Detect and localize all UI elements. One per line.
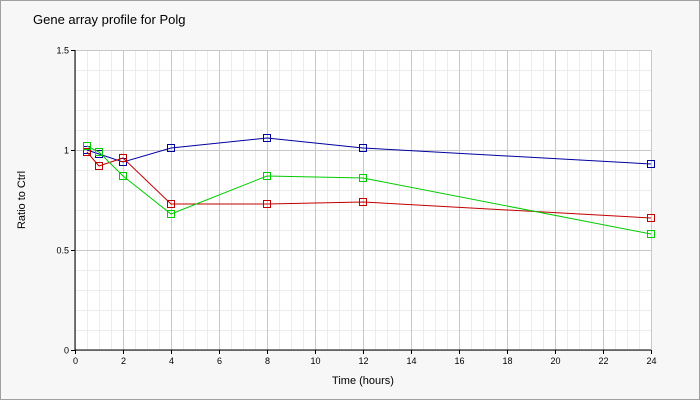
y-tick-label: 1.5	[56, 46, 69, 56]
x-tick-label: 0	[73, 356, 78, 366]
x-tick-label: 8	[265, 356, 270, 366]
series-2	[83, 148, 655, 222]
data-point-marker	[119, 172, 127, 180]
data-point-marker	[263, 134, 271, 142]
x-tick-label: 20	[550, 356, 560, 366]
series-3	[83, 142, 655, 238]
data-point-marker	[263, 200, 271, 208]
data-point-marker	[95, 148, 103, 156]
data-point-marker	[95, 162, 103, 170]
series-line	[86, 145, 652, 235]
data-point-marker	[167, 210, 175, 218]
data-point-marker	[359, 144, 367, 152]
x-tick-label: 10	[310, 356, 320, 366]
data-point-marker	[359, 198, 367, 206]
y-tick-labels: 0 0.5 1 1.5	[56, 46, 75, 356]
x-tick-label: 14	[406, 356, 416, 366]
data-point-marker	[83, 148, 91, 156]
x-tick-label: 22	[598, 356, 608, 366]
data-point-marker	[119, 154, 127, 162]
x-axis-label: Time (hours)	[332, 375, 394, 387]
chart-title: Gene array profile for Polg	[33, 12, 185, 27]
y-tick-label: 0.5	[56, 246, 69, 256]
x-tick-label: 24	[646, 356, 656, 366]
series-layer	[83, 134, 655, 238]
series-line	[86, 137, 652, 165]
data-point-marker	[167, 144, 175, 152]
x-tick-labels: 0 2 4 6 8 10 12 14 16 18 20 22 24	[73, 350, 657, 366]
data-point-marker	[263, 172, 271, 180]
x-tick-label: 2	[121, 356, 126, 366]
data-point-marker	[647, 214, 655, 222]
x-tick-label: 6	[217, 356, 222, 366]
x-tick-label: 16	[454, 356, 464, 366]
data-point-marker	[359, 174, 367, 182]
data-point-marker	[167, 200, 175, 208]
data-point-marker	[647, 230, 655, 238]
y-tick-label: 1	[64, 146, 69, 156]
data-point-marker	[647, 160, 655, 168]
data-point-marker	[83, 142, 91, 150]
x-tick-label: 12	[358, 356, 368, 366]
y-tick-label: 0	[64, 346, 69, 356]
series-line	[86, 151, 652, 219]
x-tick-label: 18	[502, 356, 512, 366]
y-axis-label: Ratio to Ctrl	[16, 171, 28, 229]
x-tick-label: 4	[169, 356, 174, 366]
